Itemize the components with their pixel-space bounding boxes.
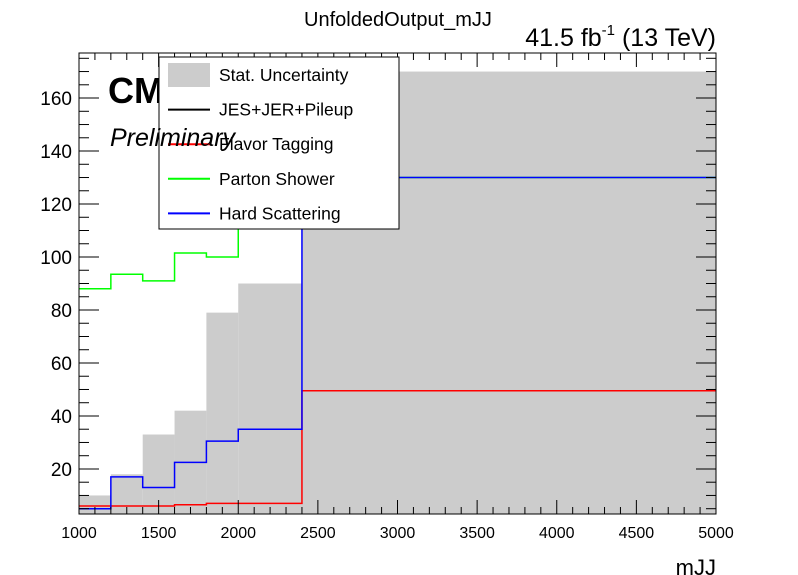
y-tick-label: 80	[51, 301, 72, 322]
x-tick-label: 4000	[539, 525, 575, 542]
legend-label: Hard Scattering	[219, 203, 341, 223]
x-tick-label: 4500	[619, 525, 655, 542]
stat-uncertainty-bar	[206, 312, 239, 514]
y-tick-label: 100	[40, 248, 72, 269]
x-tick-label: 5000	[698, 525, 734, 542]
lumi-label: 41.5 fb-1 (13 TeV)	[525, 22, 716, 52]
y-tick-label: 140	[40, 142, 72, 163]
y-tick-label: 160	[40, 89, 72, 110]
legend-label: Flavor Tagging	[219, 134, 333, 154]
y-tick-label: 60	[51, 354, 72, 375]
x-tick-label: 3000	[380, 525, 416, 542]
legend-label: Stat. Uncertainty	[219, 65, 349, 85]
x-tick-label: 1500	[141, 525, 177, 542]
cms-sublabel: Preliminary	[110, 124, 237, 152]
chart-title: UnfoldedOutput_mJJ	[304, 9, 492, 31]
axes: 1000 1500 2000 2500 3000 3500 4000 4500 5000 20 40…	[40, 53, 734, 542]
legend-label: JES+JER+Pileup	[219, 100, 353, 120]
stat-uncertainty-bar	[238, 283, 302, 514]
legend: Stat. Uncertainty JES+JER+Pileup Flavor Ta…	[158, 56, 400, 230]
hard-scattering-line	[79, 176, 716, 510]
lumi-label-sup: -1	[602, 22, 615, 39]
flavor-tagging-line	[79, 390, 716, 507]
legend-swatch	[168, 63, 210, 87]
x-tick-label: 2500	[300, 525, 336, 542]
x-tick-label: 2000	[220, 525, 256, 542]
lumi-label-tail: (13 TeV)	[615, 24, 716, 52]
x-axis-label: mJJ	[676, 555, 716, 575]
y-tick-label: 40	[51, 407, 72, 428]
y-tick-label: 20	[51, 460, 72, 481]
x-tick-label: 1000	[61, 525, 97, 542]
x-tick-label: 3500	[459, 525, 495, 542]
y-tick-label: 120	[40, 195, 72, 216]
lumi-label-main: 41.5 fb	[525, 24, 601, 52]
legend-label: Parton Shower	[219, 169, 335, 189]
